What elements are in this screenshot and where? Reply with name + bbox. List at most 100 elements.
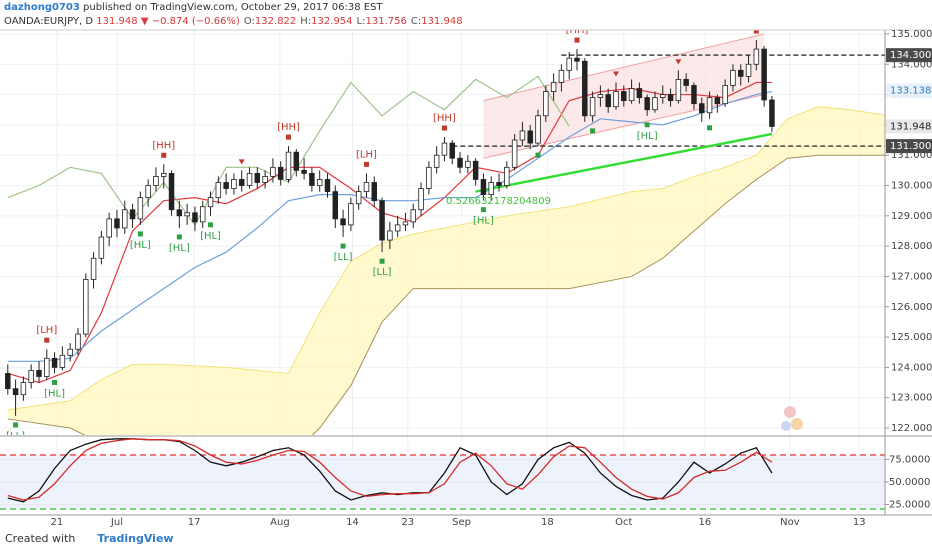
last-price: 131.948 bbox=[96, 16, 138, 27]
candle-body bbox=[566, 57, 572, 71]
x-tick-label: Nov bbox=[780, 517, 800, 528]
candle-body bbox=[527, 130, 533, 144]
candle-body bbox=[309, 172, 315, 186]
candle-body bbox=[301, 169, 307, 174]
candle-body bbox=[714, 97, 721, 105]
candle-body bbox=[44, 357, 50, 377]
swing-marker bbox=[574, 37, 580, 43]
candle-body bbox=[543, 91, 549, 117]
swing-marker bbox=[161, 152, 167, 158]
candle-body bbox=[114, 218, 120, 229]
candle-body bbox=[706, 97, 713, 114]
candle-body bbox=[449, 142, 455, 159]
axes: 122.000 123.000 124.000 125.000 126.000 127.0… bbox=[0, 29, 932, 528]
swing-label: [LH] bbox=[356, 149, 377, 160]
candle-body bbox=[51, 357, 58, 368]
candle-body bbox=[394, 224, 401, 232]
candle-body bbox=[137, 197, 144, 220]
y-tick-label: 126.000 bbox=[891, 302, 932, 313]
x-tick-label: 13 bbox=[853, 517, 866, 528]
swing-marker bbox=[176, 234, 182, 240]
y-tick-label: 127.000 bbox=[891, 271, 932, 282]
y-tick-label: 134.000 bbox=[891, 59, 932, 70]
brand[interactable]: TradingView bbox=[97, 532, 174, 545]
candle-body bbox=[254, 172, 261, 183]
x-tick-label: 18 bbox=[541, 517, 554, 528]
swing-label: [HL] bbox=[44, 388, 65, 399]
oscillator-pane bbox=[0, 437, 885, 515]
swing-label: [HH] bbox=[277, 122, 300, 133]
header: dazhong0703 published on TradingView.com… bbox=[4, 1, 463, 29]
candle-body bbox=[98, 236, 105, 259]
candle-body bbox=[363, 182, 370, 192]
candle-body bbox=[402, 221, 409, 226]
logo-badge bbox=[781, 421, 791, 431]
x-tick-label: 21 bbox=[51, 517, 64, 528]
candle-body bbox=[20, 382, 27, 396]
y-tick-label: 129.000 bbox=[891, 211, 932, 222]
candle-body bbox=[519, 130, 526, 141]
candle-body bbox=[605, 94, 611, 108]
candle-body bbox=[106, 218, 112, 238]
author: dazhong0703 bbox=[4, 2, 80, 13]
symbol: OANDA:EURJPY, D bbox=[4, 16, 94, 27]
candle-body bbox=[441, 142, 448, 156]
candle-body bbox=[636, 88, 643, 99]
candle-body bbox=[176, 209, 183, 217]
candle-body bbox=[652, 97, 658, 111]
candle-body bbox=[277, 166, 284, 180]
x-tick-label: 23 bbox=[401, 517, 414, 528]
candle-body bbox=[753, 48, 760, 65]
annotation: 0.526632178204809 bbox=[446, 196, 551, 207]
candle-body bbox=[168, 172, 175, 211]
candle-body bbox=[628, 88, 635, 102]
swing-label: [LL] bbox=[334, 252, 353, 263]
candle-body bbox=[488, 182, 494, 196]
candle-body bbox=[67, 348, 73, 356]
swing-label: [LL] bbox=[6, 431, 25, 442]
swing-marker bbox=[379, 258, 385, 264]
y-tick-label: 50.0000 bbox=[889, 477, 930, 488]
candle-body bbox=[90, 257, 97, 280]
candle-body bbox=[59, 354, 66, 368]
logo-badge bbox=[791, 418, 803, 430]
y-tick-label: 135.000 bbox=[891, 29, 932, 40]
swing-marker bbox=[753, 30, 759, 34]
swing-label: [HH] bbox=[433, 113, 456, 124]
candle-body bbox=[496, 182, 502, 186]
candle-body bbox=[644, 97, 650, 111]
candle-body bbox=[550, 82, 557, 92]
candle-body bbox=[379, 200, 385, 241]
trend-line bbox=[475, 132, 773, 193]
y-tick-label: 123.000 bbox=[891, 393, 932, 404]
candle-body bbox=[223, 182, 229, 189]
ohlc-key: C: bbox=[410, 16, 422, 27]
candle-body bbox=[285, 151, 292, 180]
swing-marker bbox=[612, 71, 619, 77]
candle-body bbox=[28, 370, 34, 383]
candle-body bbox=[738, 69, 744, 77]
x-tick-label: Sep bbox=[452, 517, 471, 528]
y-tick-label: 128.000 bbox=[891, 241, 932, 252]
swing-marker bbox=[137, 231, 143, 237]
y-tick-label: 124.000 bbox=[891, 362, 932, 373]
y-tick-label: 130.000 bbox=[891, 181, 932, 192]
candle-body bbox=[511, 139, 518, 168]
price-label-box bbox=[886, 83, 932, 98]
x-tick-label: 16 bbox=[699, 517, 712, 528]
ohlc-value: 131.948 bbox=[421, 16, 463, 27]
candle-body bbox=[761, 48, 767, 101]
candle-body bbox=[472, 160, 479, 180]
y-tick-label: 25.0000 bbox=[889, 499, 930, 510]
price-label: 131.948 bbox=[890, 121, 931, 132]
candle-body bbox=[589, 97, 596, 117]
price-label-box bbox=[886, 139, 932, 154]
candle-body bbox=[691, 85, 697, 105]
candle-body bbox=[246, 172, 253, 186]
candle-body bbox=[433, 154, 440, 168]
candle-body bbox=[621, 91, 627, 102]
swing-marker bbox=[44, 337, 50, 343]
candle-body bbox=[153, 176, 159, 186]
candle-body bbox=[161, 172, 167, 177]
